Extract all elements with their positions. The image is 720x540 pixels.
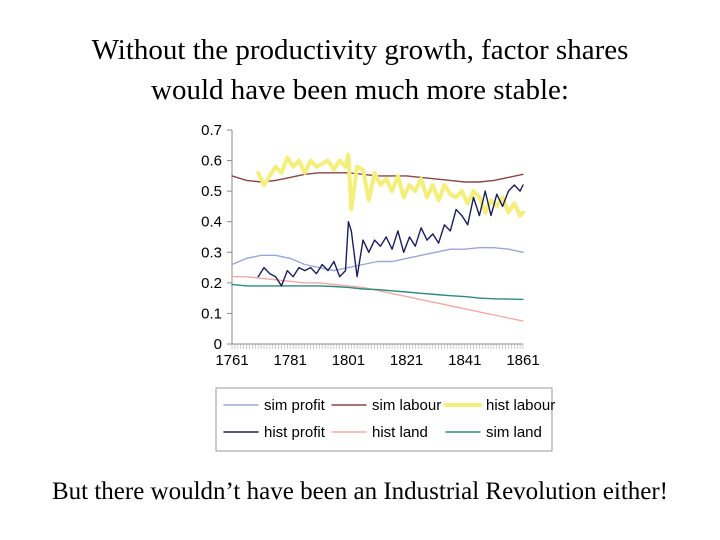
series-line-sim-profit: [231, 246, 524, 272]
legend-label-sim-profit: sim profit: [264, 397, 326, 414]
legend-label-sim-land: sim land: [486, 424, 542, 441]
y-tick-label: 0.2: [201, 275, 222, 292]
x-tick-label: 1781: [274, 352, 307, 369]
x-tick-label: 1761: [215, 352, 248, 369]
x-tick-label: 1841: [448, 352, 481, 369]
y-tick-label: 0.5: [201, 183, 222, 200]
series-line-hist-land: [231, 276, 524, 322]
series-line-sim-land: [231, 283, 524, 301]
y-tick-label: 0.7: [201, 122, 222, 139]
slide-title: Without the productivity growth, factor …: [20, 30, 700, 110]
plot-lines: [231, 152, 525, 322]
slide-caption: But there wouldn’t have been an Industri…: [51, 478, 669, 505]
y-tick-label: 0: [214, 336, 222, 353]
legend-label-sim-labour: sim labour: [372, 397, 441, 414]
legend-label-hist-profit: hist profit: [264, 424, 326, 441]
y-tick-label: 0.1: [201, 305, 222, 322]
x-tick-label: 1861: [506, 352, 539, 369]
series-line-hist-profit: [257, 184, 524, 287]
title-line-1: Without the productivity growth, factor …: [91, 34, 629, 66]
y-tick-label: 0.6: [201, 153, 222, 170]
y-tick-label: 0.4: [201, 214, 222, 231]
x-tick-label: 1801: [332, 352, 365, 369]
y-tick-label: 0.3: [201, 244, 222, 261]
legend-box: [215, 387, 553, 452]
legend-label-hist-land: hist land: [372, 424, 428, 441]
chart-legend: sim profit sim labour hist labour hist prof…: [215, 387, 555, 452]
series-line-hist-labour: [256, 152, 525, 218]
title-line-2: would have been much more stable:: [151, 74, 569, 106]
factor-shares-chart: 0 0.1 0.2 0.3 0.4 0.5 0.6 0.7 1761 1781 1801 1821 18…: [201, 122, 555, 452]
chart-axes: 0 0.1 0.2 0.3 0.4 0.5 0.6 0.7 1761 1781 1801 1821 18…: [201, 122, 540, 369]
x-tick-label: 1821: [390, 352, 423, 369]
legend-label-hist-labour: hist labour: [486, 397, 555, 414]
